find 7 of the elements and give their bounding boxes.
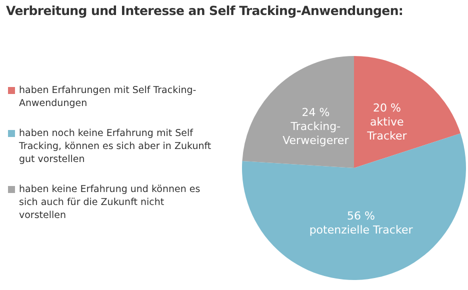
legend-label: haben Erfahrungen mit Self Tracking-Anwendungen [18, 84, 198, 110]
data-label: 20 % aktive Tracker [366, 102, 408, 143]
legend-label: haben keine Erfahrung und können es sich auch für die Zukunft nicht vorstellen [18, 183, 202, 222]
legend-label: haben noch keine Erfahrung mit Self Tracking, können es sich aber in Zukunft gut vorstellen [18, 127, 212, 166]
chart-title: Verbreitung und Interesse an Self Tracking-Anwendungen: [6, 3, 404, 18]
data-label: 24 % Tracking- Verweigerer [282, 106, 350, 148]
data-label: 56 % potenzielle Tracker [309, 209, 414, 236]
